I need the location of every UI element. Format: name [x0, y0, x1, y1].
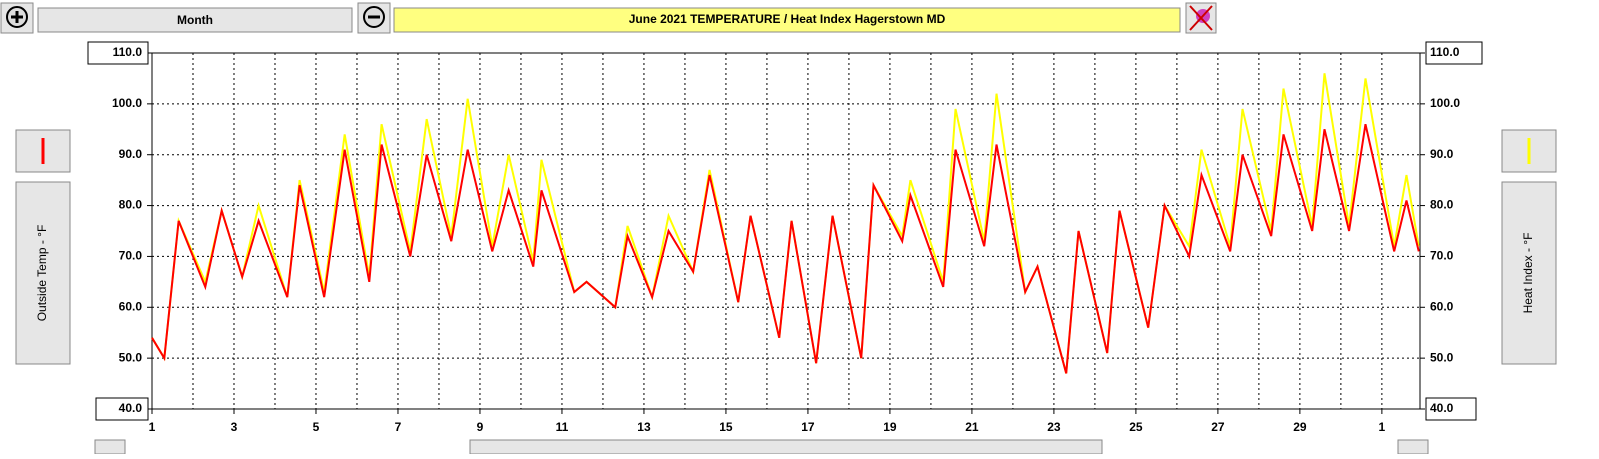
scroll-right[interactable] [1397, 439, 1429, 455]
x-tick-label: 29 [1293, 420, 1307, 434]
left-legend-button[interactable] [15, 129, 71, 173]
y-tick-label: 100.0 [112, 96, 142, 110]
x-tick-label: 1 [1379, 420, 1386, 434]
x-tick-label: 17 [801, 420, 815, 434]
y-tick-label: 60.0 [119, 299, 143, 313]
right-axis-label: Heat Index - °F [1521, 233, 1535, 314]
y-tick-label: 70.0 [119, 249, 143, 263]
x-tick-label: 15 [719, 420, 733, 434]
scroll-left[interactable] [94, 439, 126, 455]
x-tick-label: 1 [149, 420, 156, 434]
options-button[interactable] [1185, 2, 1217, 34]
y-tick-label: 80.0 [119, 198, 143, 212]
zoom-out-button[interactable] [357, 2, 391, 34]
y2-tick-label: 110.0 [1430, 45, 1460, 59]
left-axis-button[interactable]: Outside Temp - °F [15, 181, 71, 365]
x-tick-label: 27 [1211, 420, 1225, 434]
x-tick-label: 7 [395, 420, 402, 434]
right-legend-button[interactable] [1501, 129, 1557, 173]
x-tick-label: 19 [883, 420, 897, 434]
y-tick-label: 50.0 [119, 350, 143, 364]
y-tick-label: 40.0 [119, 401, 143, 415]
x-tick-label: 11 [556, 420, 569, 434]
y-tick-box [95, 397, 149, 421]
scrollbar[interactable] [469, 439, 1103, 455]
y-tick-label: 110.0 [113, 45, 143, 59]
chart-title: June 2021 TEMPERATURE / Heat Index Hager… [629, 12, 946, 26]
y2-tick-label: 90.0 [1430, 147, 1454, 161]
x-tick-label: 21 [965, 420, 979, 434]
right-axis-button[interactable]: Heat Index - °F [1501, 181, 1557, 365]
y2-tick-label: 70.0 [1430, 249, 1454, 263]
y-tick-label: 90.0 [119, 147, 143, 161]
title-box [393, 7, 1181, 33]
x-tick-label: 25 [1129, 420, 1143, 434]
y2-tick-label: 40.0 [1430, 401, 1454, 415]
x-tick-label: 9 [477, 420, 484, 434]
x-tick-label: 13 [637, 420, 651, 434]
y-tick-box [87, 41, 149, 65]
y2-tick-box [1425, 397, 1477, 421]
y2-tick-box [1425, 41, 1483, 65]
period-label: Month [177, 13, 213, 27]
y2-tick-label: 50.0 [1430, 350, 1454, 364]
series-line [151, 123, 1420, 374]
plot-frame [151, 52, 1421, 410]
y2-tick-label: 100.0 [1430, 96, 1460, 110]
x-tick-label: 23 [1047, 420, 1061, 434]
x-tick-label: 3 [231, 420, 238, 434]
y2-tick-label: 80.0 [1430, 198, 1454, 212]
left-axis-label: Outside Temp - °F [35, 225, 49, 322]
period-button[interactable]: Month [37, 7, 353, 33]
x-tick-label: 5 [313, 420, 320, 434]
y2-tick-label: 60.0 [1430, 299, 1454, 313]
zoom-in-button[interactable] [0, 2, 34, 34]
